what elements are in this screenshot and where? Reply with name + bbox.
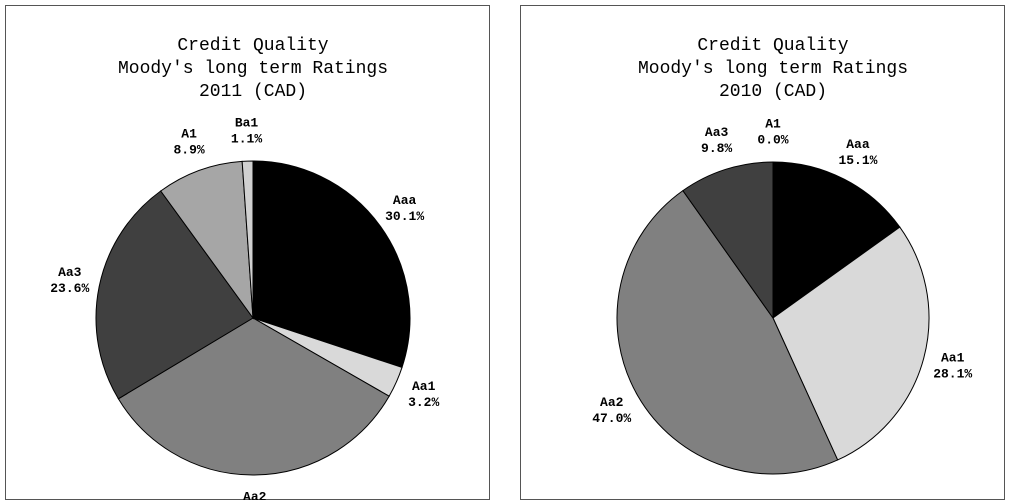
chart-title: 2010 (CAD) bbox=[719, 82, 827, 102]
chart-title: Credit Quality bbox=[177, 36, 328, 56]
slice-label: Aa3 bbox=[58, 265, 82, 280]
slice-label: A1 bbox=[765, 116, 781, 131]
slice-label: Aa1 bbox=[412, 379, 436, 394]
pie-slice bbox=[616, 189, 839, 475]
pie-slice bbox=[772, 161, 901, 319]
slice-value: 3.2% bbox=[408, 395, 439, 410]
pie-slice bbox=[160, 160, 254, 320]
pie-slice bbox=[682, 161, 774, 320]
slice-value: 47.0% bbox=[592, 411, 631, 426]
slice-label: Aaa bbox=[846, 137, 870, 152]
slice-value: 8.9% bbox=[173, 143, 204, 158]
slice-value: 9.8% bbox=[701, 141, 732, 156]
chart-title: Moody's long term Ratings bbox=[638, 59, 908, 79]
chart-title: 2011 (CAD) bbox=[199, 82, 307, 102]
pie-slice bbox=[241, 160, 254, 319]
pie-slice bbox=[95, 190, 254, 400]
chart-title: Moody's long term Ratings bbox=[118, 59, 388, 79]
chart-title: Credit Quality bbox=[697, 36, 848, 56]
slice-label: Aa2 bbox=[243, 489, 267, 500]
pie-slice bbox=[117, 317, 390, 476]
slice-label: Aa2 bbox=[600, 395, 624, 410]
slice-label: Aaa bbox=[393, 193, 417, 208]
slice-value: 23.6% bbox=[50, 281, 89, 296]
slice-value: 15.1% bbox=[838, 153, 877, 168]
slice-label: Aa1 bbox=[941, 350, 965, 365]
slice-label: Ba1 bbox=[235, 116, 259, 131]
slice-value: 1.1% bbox=[231, 132, 262, 147]
pie-slice bbox=[772, 226, 930, 461]
slice-label: Aa3 bbox=[705, 125, 729, 140]
slice-value: 30.1% bbox=[385, 209, 424, 224]
slice-value: 0.0% bbox=[757, 132, 788, 147]
slice-label: A1 bbox=[181, 127, 197, 142]
pie-slice bbox=[252, 160, 411, 369]
slice-value: 28.1% bbox=[933, 366, 972, 381]
